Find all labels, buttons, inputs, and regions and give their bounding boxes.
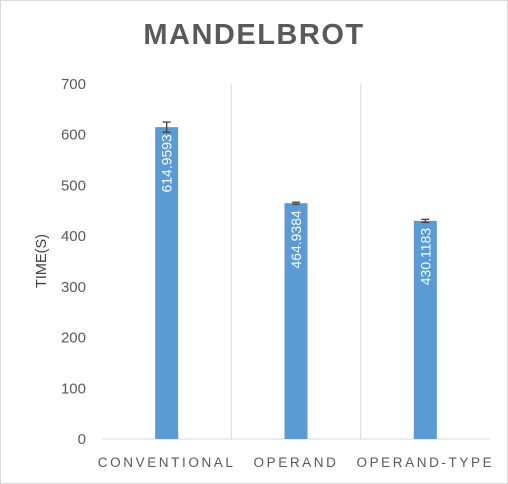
y-tick-label: 400: [61, 228, 86, 245]
x-tick-label: OPERAND: [254, 455, 339, 470]
y-tick-label: 300: [61, 279, 86, 296]
x-tick-label: OPERAND-TYPE: [356, 455, 494, 470]
x-tick-label: CONVENTIONAL: [98, 455, 236, 470]
bar-conventional: [155, 127, 179, 440]
y-tick-label: 600: [61, 127, 86, 144]
y-tick-label: 500: [61, 177, 86, 194]
data-label: 430.1183: [417, 228, 433, 286]
bar-operand-type: [413, 220, 437, 439]
y-tick-label: 100: [61, 380, 86, 397]
data-label: 614.9593: [159, 134, 175, 193]
y-axis-label: TIME(S): [34, 234, 50, 288]
data-label: 464.9384: [288, 210, 304, 269]
bar-operand: [284, 203, 308, 439]
chart-title: MANDELBROT: [143, 19, 365, 51]
y-tick-label: 200: [61, 330, 86, 347]
y-tick-label: 0: [78, 431, 86, 448]
y-tick-label: 700: [61, 76, 86, 93]
